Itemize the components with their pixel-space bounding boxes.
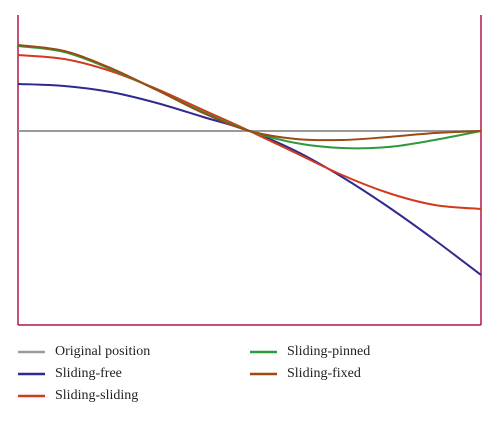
legend-label: Original position [55,344,150,359]
legend-label: Sliding-free [55,366,122,381]
series-line [17,45,482,150]
legend-label: Sliding-fixed [287,366,361,381]
legend-label: Sliding-pinned [287,344,370,359]
series-line [17,83,482,276]
legend-label: Sliding-sliding [55,388,138,403]
series-line [17,44,482,142]
